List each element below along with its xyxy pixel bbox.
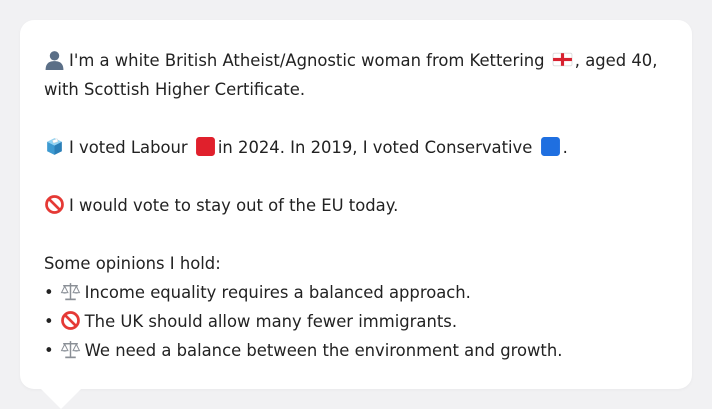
eu-line: I would vote to stay out of the EU today… xyxy=(44,191,668,220)
person-silhouette-icon xyxy=(45,51,64,70)
balance-scale-icon xyxy=(60,341,80,359)
prohibited-icon xyxy=(45,195,64,214)
profile-line-2: with Scottish Higher Certificate. xyxy=(44,80,306,99)
spacer xyxy=(44,220,668,249)
vote-text-conservative: in 2024. In 2019, I voted Conservative xyxy=(217,138,533,157)
red-square-icon xyxy=(195,137,215,156)
profile-line-1: I'm a white British Atheist/Agnostic wom… xyxy=(44,46,668,75)
eu-text: I would vote to stay out of the EU today… xyxy=(69,196,399,215)
ballot-box-icon xyxy=(47,138,62,155)
opinion-item: • The UK should allow many fewer immigra… xyxy=(44,307,668,336)
spacer xyxy=(44,104,668,133)
opinion-text: We need a balance between the environmen… xyxy=(84,341,563,360)
spacer xyxy=(44,162,668,191)
vote-text-period: . xyxy=(562,138,568,157)
speech-bubble-tail xyxy=(40,388,82,409)
england-flag-icon xyxy=(552,52,573,67)
bullet: • xyxy=(44,312,54,331)
opinions-heading: Some opinions I hold: xyxy=(44,254,221,273)
blue-square-icon xyxy=(540,137,560,156)
profile-age-text: , aged 40, xyxy=(574,51,658,70)
bullet: • xyxy=(44,283,54,302)
opinion-item: • We need a balance between the environm… xyxy=(44,336,668,365)
bullet: • xyxy=(44,341,54,360)
balance-scale-icon xyxy=(60,283,80,301)
profile-message-card: I'm a white British Atheist/Agnostic wom… xyxy=(20,20,692,389)
vote-text-labour: I voted Labour xyxy=(69,138,188,157)
opinion-item: • Income equality requires a balanced ap… xyxy=(44,278,668,307)
profile-identity-text: I'm a white British Atheist/Agnostic wom… xyxy=(69,51,545,70)
opinion-text: Income equality requires a balanced appr… xyxy=(84,283,471,302)
prohibited-icon xyxy=(60,311,80,330)
vote-line: I voted Labour in 2024. In 2019, I voted… xyxy=(44,133,668,162)
opinion-text: The UK should allow many fewer immigrant… xyxy=(84,312,458,331)
